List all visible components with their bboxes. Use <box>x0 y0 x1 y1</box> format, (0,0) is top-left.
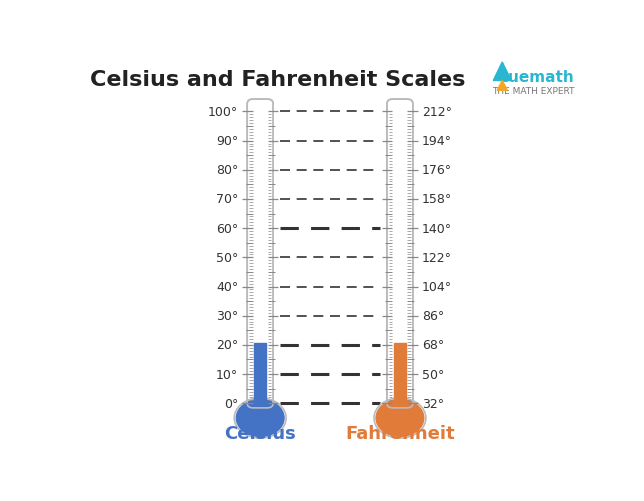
Text: 176°: 176° <box>422 164 452 177</box>
Polygon shape <box>493 63 511 81</box>
Text: 32°: 32° <box>422 397 444 410</box>
Polygon shape <box>497 81 507 91</box>
Text: Celsius and Fahrenheit Scales: Celsius and Fahrenheit Scales <box>90 70 466 90</box>
Text: 0°: 0° <box>224 397 238 410</box>
Text: 68°: 68° <box>422 339 444 352</box>
Text: 80°: 80° <box>216 164 238 177</box>
Text: 122°: 122° <box>422 252 452 265</box>
Text: THE MATH EXPERT: THE MATH EXPERT <box>492 87 574 96</box>
Text: cuemath: cuemath <box>500 70 574 85</box>
Text: 86°: 86° <box>422 310 444 323</box>
Text: 100°: 100° <box>208 106 238 119</box>
Text: 158°: 158° <box>422 193 452 206</box>
Text: 140°: 140° <box>422 222 452 235</box>
Text: 104°: 104° <box>422 281 452 294</box>
Text: 10°: 10° <box>216 368 238 381</box>
Bar <box>254 343 266 422</box>
Text: Celsius: Celsius <box>224 424 296 442</box>
Text: 20°: 20° <box>216 339 238 352</box>
FancyBboxPatch shape <box>387 100 413 408</box>
Text: 40°: 40° <box>216 281 238 294</box>
Text: 30°: 30° <box>216 310 238 323</box>
Circle shape <box>234 398 286 438</box>
Text: 70°: 70° <box>216 193 238 206</box>
Text: 194°: 194° <box>422 135 452 148</box>
Circle shape <box>236 400 284 436</box>
FancyBboxPatch shape <box>247 100 273 408</box>
Circle shape <box>376 400 424 436</box>
Text: 212°: 212° <box>422 106 452 119</box>
Circle shape <box>374 398 426 438</box>
Text: 60°: 60° <box>216 222 238 235</box>
Bar <box>394 343 406 422</box>
Text: 50°: 50° <box>216 252 238 265</box>
Text: 90°: 90° <box>216 135 238 148</box>
Text: Fahrenheit: Fahrenheit <box>345 424 455 442</box>
Text: 50°: 50° <box>422 368 444 381</box>
